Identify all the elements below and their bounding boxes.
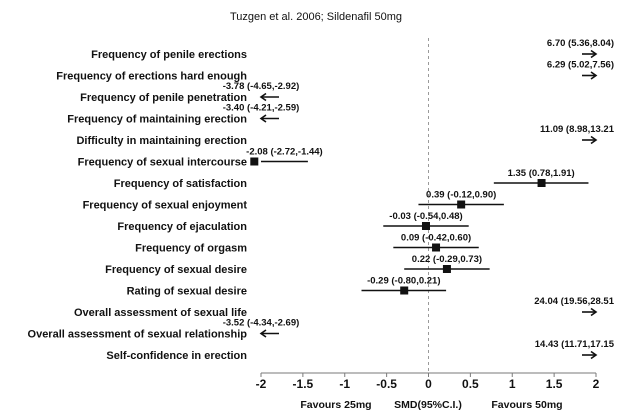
ci-value-label: -0.29 (-0.80,0.21) — [367, 276, 440, 287]
row-label: Frequency of maintaining erection — [67, 114, 247, 126]
ci-value-label: 0.39 (-0.12,0.90) — [426, 190, 496, 201]
ci-arrow-head — [590, 71, 598, 80]
ci-arrow-head — [590, 135, 598, 145]
x-tick-label: -0.5 — [376, 377, 397, 391]
ci-value-label: -2.08 (-2.72,-1.44) — [246, 147, 323, 158]
row-label: Frequency of orgasm — [135, 243, 247, 255]
forest-row: Rating of sexual desire -0.29 (-0.80,0.21… — [127, 276, 447, 298]
point-estimate-marker — [400, 286, 409, 295]
ci-value-label: -3.40 (-4.21,-2.59) — [223, 103, 300, 114]
ci-value-label: 6.70 (5.36,8.04) — [547, 38, 614, 49]
x-tick-label: 1 — [509, 377, 516, 391]
forest-row: Self-confidence in erection 14.43 (11.71,… — [106, 339, 614, 362]
ci-arrow-head — [590, 49, 598, 59]
row-label: Frequency of sexual desire — [105, 264, 247, 276]
point-estimate-marker — [457, 200, 466, 209]
x-tick-label: 0 — [425, 377, 432, 391]
row-label: Frequency of sexual intercourse — [78, 157, 247, 169]
row-label: Overall assessment of sexual life — [74, 307, 247, 319]
point-estimate-marker — [421, 222, 430, 230]
row-label: Frequency of penile erections — [91, 49, 247, 61]
forest-row: Overall assessment of sexual life 24.04 (… — [74, 296, 615, 319]
forest-row: Frequency of satisfaction 1.35 (0.78,1.91… — [114, 168, 589, 190]
point-estimate-marker — [432, 243, 441, 252]
ci-arrow-head — [259, 329, 267, 338]
ci-arrow-head — [259, 114, 267, 123]
x-tick-label: -2 — [256, 377, 267, 391]
row-label: Self-confidence in erection — [106, 350, 247, 362]
favours-left-note: Favours 25mg — [300, 399, 371, 411]
ci-value-label: 1.35 (0.78,1.91) — [508, 168, 575, 179]
forest-row: Frequency of erections hard enough 6.29 (… — [56, 60, 614, 83]
point-estimate-marker — [250, 157, 259, 166]
forest-row: Frequency of penile penetration-3.78 (-4… — [80, 81, 299, 104]
forest-rows: Frequency of penile erections 6.70 (5.36,… — [28, 38, 615, 373]
forest-row: Frequency of penile erections 6.70 (5.36,… — [91, 38, 614, 61]
forest-row: Frequency of sexual enjoyment 0.39 (-0.12… — [83, 190, 504, 212]
point-estimate-marker — [442, 265, 451, 273]
ci-value-label: 0.22 (-0.29,0.73) — [412, 254, 482, 265]
row-label: Overall assessment of sexual relationshi… — [28, 329, 248, 341]
x-axis-label: SMD(95%C.I.) — [394, 399, 462, 411]
ci-value-label: -3.78 (-4.65,-2.92) — [223, 81, 300, 92]
forest-row: Frequency of sexual intercourse-2.08 (-2… — [78, 147, 323, 169]
x-tick-label: 2 — [593, 377, 600, 391]
ci-value-label: 14.43 (11.71,17.15 — [535, 339, 615, 350]
ci-value-label: 6.29 (5.02,7.56) — [547, 60, 614, 71]
row-label: Frequency of ejaculation — [117, 221, 247, 233]
ci-arrow-head — [259, 92, 267, 102]
forest-row: Frequency of maintaining erection-3.40 (… — [67, 103, 299, 126]
forest-row: Frequency of ejaculation -0.03 (-0.54,0.4… — [117, 211, 469, 233]
row-label: Frequency of penile penetration — [80, 92, 247, 104]
row-label: Rating of sexual desire — [127, 286, 247, 298]
row-label: Frequency of erections hard enough — [56, 71, 247, 83]
x-tick-label: 1.5 — [546, 377, 563, 391]
x-axis: -2 -1.5 -1 -0.5 0 0.5 1 1.5 2 — [256, 372, 600, 391]
row-label: Frequency of satisfaction — [114, 178, 248, 190]
forest-row: Difficulty in maintaining erection 11.09 … — [76, 124, 614, 147]
ci-arrow-head — [590, 350, 598, 360]
chart-title: Tuzgen et al. 2006; Sildenafil 50mg — [230, 11, 402, 23]
x-tick-label: -1 — [339, 377, 350, 391]
x-tick-label: 0.5 — [462, 377, 479, 391]
ci-value-label: -0.03 (-0.54,0.48) — [389, 211, 462, 222]
ci-value-label: 24.04 (19.56,28.51 — [534, 296, 614, 307]
ci-arrow-head — [590, 307, 598, 317]
favours-right-note: Favours 50mg — [491, 399, 562, 411]
row-label: Difficulty in maintaining erection — [76, 135, 247, 147]
forest-row: Overall assessment of sexual relationshi… — [28, 318, 300, 341]
row-label: Frequency of sexual enjoyment — [83, 200, 248, 212]
forest-row: Frequency of orgasm 0.09 (-0.42,0.60) — [135, 233, 479, 255]
point-estimate-marker — [537, 179, 546, 187]
forest-row: Frequency of sexual desire 0.22 (-0.29,0.… — [105, 254, 490, 276]
ci-value-label: 11.09 (8.98,13.21 — [540, 124, 615, 135]
x-tick-label: -1.5 — [293, 377, 314, 391]
ci-value-label: -3.52 (-4.34,-2.69) — [223, 318, 300, 329]
ci-value-label: 0.09 (-0.42,0.60) — [401, 233, 471, 244]
